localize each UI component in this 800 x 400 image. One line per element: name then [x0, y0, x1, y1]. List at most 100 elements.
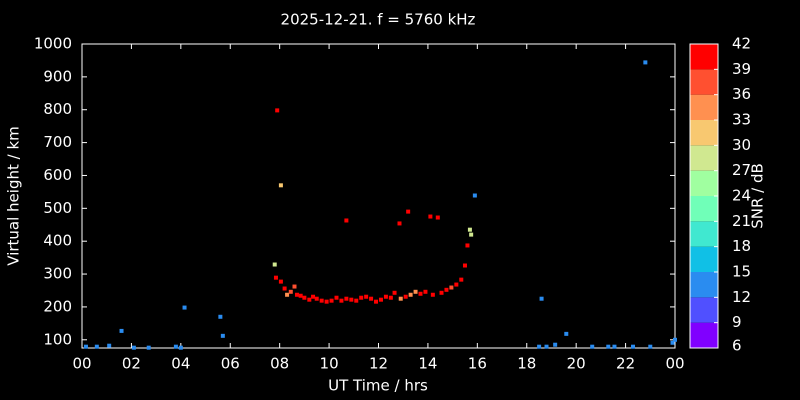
- data-point: [403, 294, 408, 299]
- data-point: [278, 279, 283, 284]
- data-point: [472, 193, 477, 198]
- colorbar-tick-label: 9: [732, 313, 742, 331]
- data-point: [319, 298, 324, 303]
- colorbar-band: [690, 196, 718, 222]
- data-point: [590, 344, 595, 349]
- data-point: [324, 299, 329, 304]
- x-tick-label: 16: [468, 355, 487, 373]
- data-point: [553, 342, 558, 347]
- data-point: [449, 285, 454, 290]
- x-tick-label: 22: [616, 355, 635, 373]
- y-tick-label: 400: [43, 232, 72, 250]
- chart-title: 2025-12-21. f = 5760 kHz: [281, 11, 476, 29]
- data-point: [413, 289, 418, 294]
- data-point: [648, 344, 653, 349]
- data-point: [302, 295, 307, 300]
- data-point: [435, 215, 440, 220]
- colorbar-band: [690, 170, 718, 196]
- colorbar-tick-label: 24: [732, 187, 751, 205]
- data-point: [430, 292, 435, 297]
- data-point: [278, 183, 283, 188]
- colorbar-tick-label: 6: [732, 337, 742, 355]
- data-point: [465, 243, 470, 248]
- data-point: [94, 344, 99, 349]
- data-point: [146, 345, 151, 350]
- data-point: [469, 232, 474, 237]
- data-point: [537, 344, 542, 349]
- data-point: [397, 221, 402, 226]
- x-tick-label: 00: [665, 355, 684, 373]
- data-point: [673, 337, 677, 342]
- data-point: [218, 314, 223, 319]
- data-point: [354, 298, 359, 303]
- data-point: [272, 262, 277, 267]
- data-point: [378, 297, 383, 302]
- data-point: [612, 344, 617, 349]
- data-point: [298, 293, 303, 298]
- colorbar-band: [690, 297, 718, 323]
- y-tick-label: 900: [43, 67, 72, 85]
- data-point: [273, 275, 278, 280]
- colorbar-band: [690, 145, 718, 171]
- data-point: [364, 294, 369, 299]
- x-tick-label: 10: [320, 355, 339, 373]
- data-point: [285, 292, 290, 297]
- data-point: [374, 299, 379, 304]
- data-point: [329, 298, 334, 303]
- data-point: [406, 209, 411, 214]
- colorbar-band: [690, 246, 718, 272]
- colorbar-tick-label: 33: [732, 111, 751, 129]
- data-point: [428, 214, 433, 219]
- data-point: [630, 344, 635, 349]
- y-tick-label: 500: [43, 199, 72, 217]
- colorbar-band: [690, 94, 718, 120]
- x-axis-label: UT Time / hrs: [328, 377, 428, 395]
- data-point: [294, 292, 299, 297]
- data-point: [462, 263, 467, 268]
- colorbar-tick-label: 39: [732, 60, 751, 78]
- data-point: [418, 291, 423, 296]
- data-point: [119, 328, 124, 333]
- x-tick-label: 18: [517, 355, 536, 373]
- colorbar-band: [690, 44, 718, 70]
- data-point: [307, 297, 312, 302]
- data-point: [439, 290, 444, 295]
- colorbar-tick-label: 27: [732, 161, 751, 179]
- data-point: [349, 297, 354, 302]
- x-tick-label: 02: [122, 355, 141, 373]
- data-point: [275, 108, 280, 113]
- data-point: [311, 294, 316, 299]
- y-tick-label: 200: [43, 297, 72, 315]
- data-point: [539, 296, 544, 301]
- data-point: [220, 333, 225, 338]
- data-point: [544, 344, 549, 349]
- data-point: [178, 345, 183, 350]
- data-point: [339, 298, 344, 303]
- colorbar-tick-label: 21: [732, 212, 751, 230]
- data-point: [398, 296, 403, 301]
- colorbar-tick-label: 18: [732, 237, 751, 255]
- data-point: [131, 345, 136, 350]
- data-point: [670, 340, 675, 345]
- data-point: [292, 284, 297, 289]
- data-point: [369, 296, 374, 301]
- data-point: [83, 344, 88, 349]
- data-point: [444, 287, 449, 292]
- y-tick-label: 300: [43, 265, 72, 283]
- y-tick-label: 700: [43, 133, 72, 151]
- colorbar-band: [690, 272, 718, 298]
- colorbar-tick-label: 30: [732, 136, 751, 154]
- data-point: [344, 296, 349, 301]
- x-tick-label: 08: [270, 355, 289, 373]
- data-point: [107, 343, 112, 348]
- x-tick-label: 00: [72, 355, 91, 373]
- data-point: [423, 289, 428, 294]
- colorbar-band: [690, 221, 718, 247]
- y-tick-label: 100: [43, 330, 72, 348]
- data-point: [288, 289, 293, 294]
- colorbar-band: [690, 120, 718, 146]
- y-tick-label: 1000: [34, 35, 72, 53]
- data-point: [314, 296, 319, 301]
